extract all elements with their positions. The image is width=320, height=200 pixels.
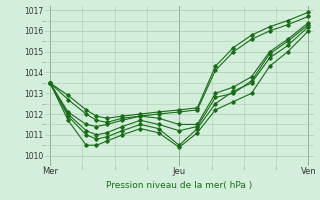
X-axis label: Pression niveau de la mer( hPa ): Pression niveau de la mer( hPa ) [106,181,252,190]
